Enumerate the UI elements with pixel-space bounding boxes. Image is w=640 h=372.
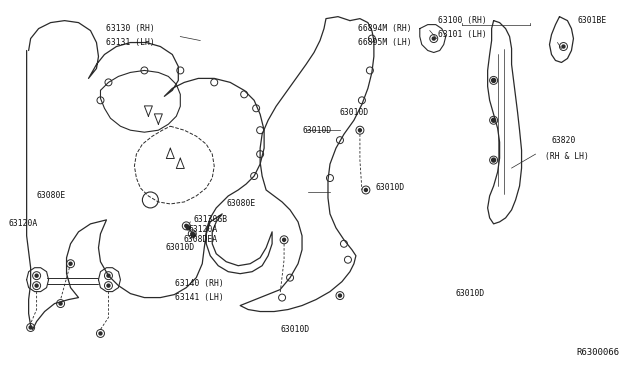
Text: 63120A: 63120A <box>188 225 218 234</box>
Circle shape <box>99 332 102 335</box>
Text: 63010D: 63010D <box>280 325 309 334</box>
Circle shape <box>358 129 362 132</box>
Text: 63101 (LH): 63101 (LH) <box>438 30 486 39</box>
Circle shape <box>29 326 32 329</box>
Circle shape <box>191 232 194 235</box>
Text: 63141 (LH): 63141 (LH) <box>175 293 224 302</box>
Circle shape <box>35 274 38 277</box>
Circle shape <box>432 37 435 40</box>
Circle shape <box>59 302 62 305</box>
Text: 63131 (LH): 63131 (LH) <box>106 38 156 47</box>
Circle shape <box>562 45 565 48</box>
Text: (RH & LH): (RH & LH) <box>545 152 588 161</box>
Circle shape <box>107 284 110 287</box>
Text: 66894M (RH): 66894M (RH) <box>358 24 412 33</box>
Text: 63140 (RH): 63140 (RH) <box>175 279 224 288</box>
Text: 63010D: 63010D <box>376 183 405 192</box>
Circle shape <box>283 238 285 241</box>
Circle shape <box>492 118 495 122</box>
Circle shape <box>35 284 38 287</box>
Text: R6300066: R6300066 <box>577 348 620 357</box>
Circle shape <box>191 233 195 237</box>
Circle shape <box>339 294 342 297</box>
Circle shape <box>364 189 367 192</box>
Text: 66895M (LH): 66895M (LH) <box>358 38 412 47</box>
Text: 63820: 63820 <box>552 136 576 145</box>
Text: 6308DEA: 6308DEA <box>183 235 218 244</box>
Circle shape <box>107 274 110 277</box>
Text: 63130 (RH): 63130 (RH) <box>106 24 156 33</box>
Text: 63010D: 63010D <box>456 289 485 298</box>
Circle shape <box>185 224 188 227</box>
Text: 6301BE: 6301BE <box>577 16 607 25</box>
Text: 63080E: 63080E <box>226 199 255 208</box>
Text: 63010D: 63010D <box>302 126 332 135</box>
Circle shape <box>492 158 495 162</box>
Text: 63120A: 63120A <box>9 219 38 228</box>
Text: 63100 (RH): 63100 (RH) <box>438 16 486 25</box>
Circle shape <box>69 262 72 265</box>
Circle shape <box>186 226 190 230</box>
Circle shape <box>492 78 495 82</box>
Text: 63010D: 63010D <box>340 108 369 117</box>
Text: 63080E: 63080E <box>36 192 66 201</box>
Text: 63130GB: 63130GB <box>193 215 227 224</box>
Text: 63010D: 63010D <box>165 243 195 252</box>
